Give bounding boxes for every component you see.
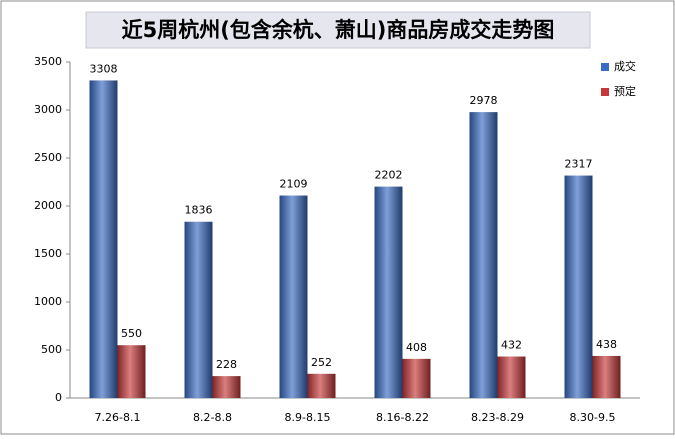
y-tick-label: 0: [55, 391, 62, 404]
y-tick-label: 1000: [34, 295, 62, 308]
bar: [374, 186, 403, 398]
x-tick-label: 8.9-8.15: [285, 411, 331, 424]
bar: [469, 112, 498, 398]
data-label: 2317: [565, 158, 593, 171]
y-tick-label: 1500: [34, 247, 62, 260]
title-box: [85, 11, 591, 49]
x-tick-label: 8.2-8.8: [193, 411, 232, 424]
legend-label: 成交: [614, 59, 636, 73]
legend-swatch: [601, 63, 609, 71]
data-label: 550: [121, 327, 142, 340]
data-label: 252: [311, 356, 332, 369]
legend-label: 预定: [614, 84, 636, 98]
data-label: 2109: [280, 178, 308, 191]
bar: [117, 345, 146, 398]
bar: [307, 373, 336, 398]
data-label: 438: [596, 338, 617, 351]
data-label: 2978: [470, 94, 498, 107]
y-tick-label: 500: [41, 343, 62, 356]
data-label: 2202: [375, 169, 403, 182]
bar: [89, 80, 118, 398]
data-label: 1836: [185, 204, 213, 217]
data-label: 432: [501, 339, 522, 352]
y-tick-label: 2500: [34, 151, 62, 164]
bar: [184, 221, 213, 398]
bar: [564, 175, 593, 398]
bar: [592, 355, 621, 398]
y-tick-label: 3000: [34, 103, 62, 116]
x-tick-label: 7.26-8.1: [95, 411, 141, 424]
data-label: 228: [216, 358, 237, 371]
x-tick-label: 8.16-8.22: [376, 411, 429, 424]
x-tick-label: 8.23-8.29: [471, 411, 524, 424]
bar: [497, 356, 526, 398]
x-tick-label: 8.30-9.5: [570, 411, 616, 424]
chart-title: 近5周杭州(包含余杭、萧山)商品房成交走势图: [122, 18, 555, 42]
y-tick-label: 3500: [34, 55, 62, 68]
bar: [279, 195, 308, 398]
data-label: 408: [406, 341, 427, 354]
y-tick-label: 2000: [34, 199, 62, 212]
legend-swatch: [601, 88, 609, 96]
bar: [212, 376, 241, 398]
data-label: 3308: [90, 62, 118, 75]
bar: [402, 358, 431, 398]
